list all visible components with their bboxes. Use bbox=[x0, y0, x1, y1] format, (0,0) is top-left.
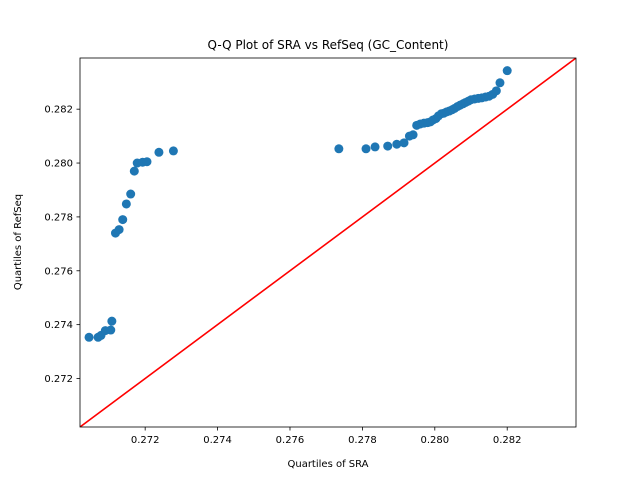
x-tick-label: 0.274 bbox=[203, 435, 232, 446]
x-tick-label: 0.276 bbox=[276, 435, 305, 446]
y-axis-label: Quartiles of RefSeq bbox=[13, 194, 24, 290]
data-point bbox=[84, 332, 94, 342]
data-point bbox=[106, 325, 116, 335]
data-point bbox=[142, 157, 152, 167]
x-tick-label: 0.282 bbox=[493, 435, 522, 446]
y-tick-label: 0.274 bbox=[44, 320, 73, 331]
plot-area: 0.272 0.274 0.276 0.278 0.280 0.282 0.272 0.274… bbox=[44, 57, 577, 446]
y-tick-label: 0.280 bbox=[44, 159, 73, 170]
data-point bbox=[126, 189, 136, 199]
data-point bbox=[129, 166, 139, 176]
y-tick-label: 0.282 bbox=[44, 105, 73, 116]
x-tick-label: 0.272 bbox=[131, 435, 160, 446]
x-tick-label: 0.278 bbox=[348, 435, 377, 446]
data-point bbox=[107, 316, 117, 326]
data-point bbox=[392, 139, 402, 149]
data-point bbox=[334, 144, 344, 154]
data-point bbox=[121, 199, 131, 209]
data-point bbox=[114, 225, 124, 235]
reference-line bbox=[80, 58, 576, 427]
data-point bbox=[399, 138, 409, 148]
x-axis-label: Quartiles of SRA bbox=[287, 459, 368, 470]
data-point bbox=[495, 78, 505, 88]
x-tick-label: 0.280 bbox=[420, 435, 449, 446]
chart-title: Q-Q Plot of SRA vs RefSeq (GC_Content) bbox=[208, 38, 449, 52]
y-tick-label: 0.272 bbox=[44, 374, 73, 385]
y-tick-label: 0.278 bbox=[44, 212, 73, 223]
data-point bbox=[154, 147, 164, 157]
axes-frame bbox=[79, 57, 577, 428]
data-point bbox=[168, 146, 178, 156]
data-point bbox=[502, 66, 512, 76]
y-tick-label: 0.276 bbox=[44, 266, 73, 277]
data-point bbox=[408, 130, 418, 140]
data-point bbox=[491, 86, 501, 96]
data-point bbox=[361, 144, 371, 154]
data-point bbox=[370, 142, 380, 152]
data-point bbox=[383, 141, 393, 151]
data-point bbox=[118, 215, 128, 225]
